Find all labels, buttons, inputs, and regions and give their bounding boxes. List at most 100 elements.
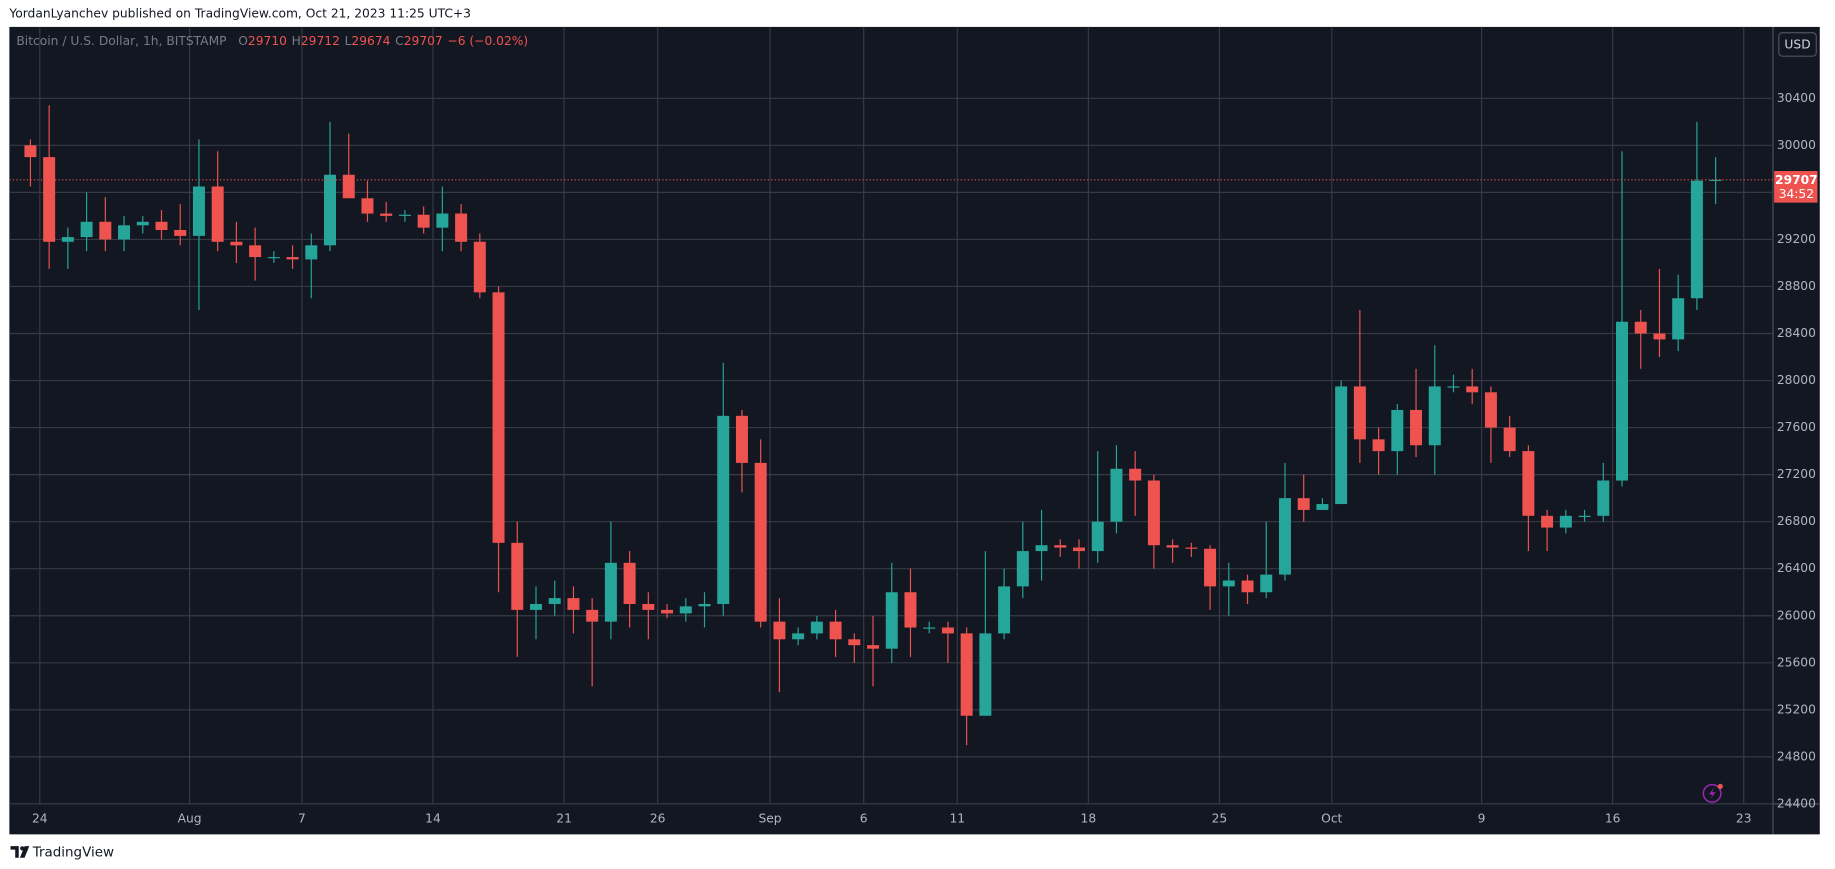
y-tick-label: 30400 <box>1777 91 1816 105</box>
candle-body <box>1391 409 1404 452</box>
footer-brand: TradingView <box>32 846 114 861</box>
y-tick-label: 28000 <box>1777 373 1816 387</box>
last-price-box <box>1774 171 1818 203</box>
candle-body <box>1110 468 1123 522</box>
candle-body <box>1260 574 1273 593</box>
chart-background <box>9 26 1820 835</box>
candle-body <box>1241 580 1254 593</box>
candle-body <box>960 633 973 716</box>
countdown-label: 34:52 <box>1779 187 1814 201</box>
legend-field-value: 29707 <box>404 33 443 47</box>
x-tick-label: 16 <box>1605 812 1621 826</box>
candle-body <box>492 292 505 543</box>
candle-body <box>436 213 449 228</box>
candle-body <box>1634 321 1647 334</box>
candle-body <box>754 462 767 622</box>
x-tick-label: 21 <box>556 812 572 826</box>
candle-body <box>61 237 74 242</box>
candle-body <box>642 604 655 610</box>
y-tick-label: 27600 <box>1777 420 1816 434</box>
candle-body <box>1353 386 1366 440</box>
candle-body <box>829 621 842 640</box>
candle-body <box>1016 551 1029 587</box>
candle-body <box>80 221 93 238</box>
candle-body <box>661 609 674 614</box>
candle-body <box>192 186 205 236</box>
x-tick-label: 9 <box>1478 812 1486 826</box>
candle-body <box>118 225 131 240</box>
x-tick-label: Oct <box>1321 812 1342 826</box>
candle-body <box>342 174 355 199</box>
grid <box>9 26 1773 805</box>
candle-body <box>1541 515 1554 528</box>
axes: 24400 24800 25200 25600 26000 26400 26800 27200… <box>9 91 1818 826</box>
candle-body <box>1578 515 1591 517</box>
candle-body <box>998 586 1011 634</box>
candle-body <box>1522 451 1535 516</box>
legend-field-label: C <box>395 33 404 47</box>
y-tick-label: 24400 <box>1777 796 1816 810</box>
candle-body <box>698 604 711 607</box>
candle-body <box>24 145 37 158</box>
currency-button[interactable] <box>1778 32 1817 57</box>
candle-body <box>305 245 318 260</box>
x-tick-label: Aug <box>178 812 202 826</box>
candle-body <box>1073 547 1085 552</box>
footer-logo <box>10 846 30 858</box>
x-tick-label: 14 <box>425 812 441 826</box>
candle-body <box>848 639 861 646</box>
candle-body <box>361 198 374 214</box>
candle-body <box>211 186 224 242</box>
candle-body <box>529 604 542 610</box>
y-tick-label: 26400 <box>1777 561 1816 575</box>
x-tick-label: 6 <box>860 812 868 826</box>
legend-field-value: 29712 <box>301 33 340 47</box>
candle-body <box>249 245 262 258</box>
legend-field-label: L <box>345 33 352 47</box>
candle-body <box>324 174 337 246</box>
candle-body <box>1372 439 1385 452</box>
candle-body <box>717 415 730 605</box>
legend-field-label: H <box>292 33 301 47</box>
currency: USD <box>1784 38 1810 52</box>
candle-body <box>1297 498 1310 510</box>
y-tick-label: 28400 <box>1777 326 1816 340</box>
candle-body <box>735 415 748 463</box>
y-tick-label: 27200 <box>1777 467 1816 481</box>
candle-body <box>136 221 149 226</box>
candle-body <box>473 241 486 293</box>
candle-body <box>1204 548 1217 587</box>
y-tick-label: 24800 <box>1777 749 1816 763</box>
candle-body <box>1035 545 1048 552</box>
y-tick-label: 26800 <box>1777 514 1816 528</box>
candle-body <box>1428 386 1441 446</box>
header: YordanLyanchev published on TradingView.… <box>8 7 471 21</box>
candle-body <box>43 157 56 242</box>
x-tick-label: 24 <box>32 812 48 826</box>
candle-body <box>380 213 393 216</box>
candle-body <box>586 609 599 622</box>
y-tick-label: 26000 <box>1777 608 1816 622</box>
candle-body <box>1410 409 1423 446</box>
x-tick-label: 11 <box>949 812 965 826</box>
x-tick-label: 26 <box>650 812 666 826</box>
candle-body <box>548 598 561 605</box>
candle-body <box>1653 333 1666 340</box>
x-tick-label: 18 <box>1081 812 1097 826</box>
candle-body <box>1503 427 1516 452</box>
candle-body <box>155 221 168 231</box>
candle-body <box>1559 515 1572 528</box>
candle-body <box>455 213 468 242</box>
candle-body <box>267 257 280 259</box>
last-price-label: 29707 <box>1775 173 1818 187</box>
candle-body <box>567 598 580 610</box>
lightning-icon <box>1702 783 1723 803</box>
candle-body <box>1316 504 1329 510</box>
candle-body <box>885 592 898 649</box>
candle-body <box>679 606 692 614</box>
candle-body <box>1129 468 1142 481</box>
x-tick-label: Sep <box>758 812 781 826</box>
candle-body <box>1054 545 1067 548</box>
candle-body <box>230 241 243 246</box>
candle-body <box>623 562 636 605</box>
